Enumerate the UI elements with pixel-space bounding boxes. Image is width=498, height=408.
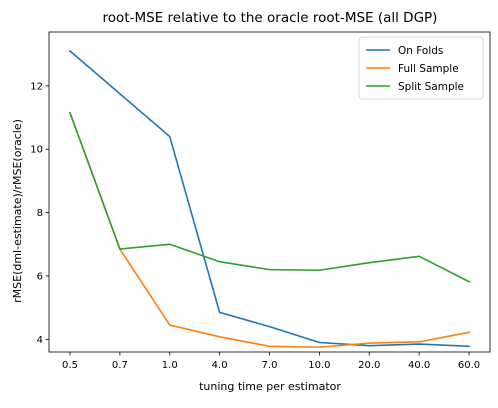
x-tick-label: 40.0	[408, 360, 430, 371]
x-tick-label: 20.0	[358, 360, 380, 371]
legend: On Folds Full Sample Split Sample	[358, 36, 484, 100]
x-tick-label: 4.0	[212, 360, 228, 371]
series-line-split-sample	[68, 111, 471, 283]
series-line-on-folds	[68, 49, 470, 348]
legend-label: On Folds	[398, 45, 443, 57]
legend-label: Full Sample	[398, 63, 459, 75]
plot-area: 0.5 0.7 1.0 4.0 7.0 10.0 20.0 40.0 60.0 4 6 8 10 12	[30, 31, 491, 371]
chart-title: root-MSE relative to the oracle root-MSE…	[103, 10, 438, 26]
y-tick-label: 10	[30, 145, 43, 156]
legend-label: Split Sample	[398, 81, 464, 93]
y-tick-label: 8	[37, 208, 43, 219]
x-tick-label: 1.0	[162, 360, 178, 371]
x-axis-label: tuning time per estimator	[199, 380, 341, 393]
x-tick-label: 60.0	[458, 360, 480, 371]
y-tick-label: 4	[37, 335, 43, 346]
y-tick-label: 12	[30, 81, 43, 92]
y-tick-label: 6	[37, 271, 43, 282]
x-tick-label: 7.0	[262, 360, 278, 371]
series-line-full-sample	[68, 111, 470, 349]
y-axis-label: rMSE(dml-estimate)/rMSE(oracle)	[11, 119, 24, 303]
x-tick-label: 0.7	[112, 360, 128, 371]
x-tick-label: 10.0	[308, 360, 330, 371]
x-tick-label: 0.5	[62, 360, 78, 371]
legend-box	[358, 36, 484, 100]
